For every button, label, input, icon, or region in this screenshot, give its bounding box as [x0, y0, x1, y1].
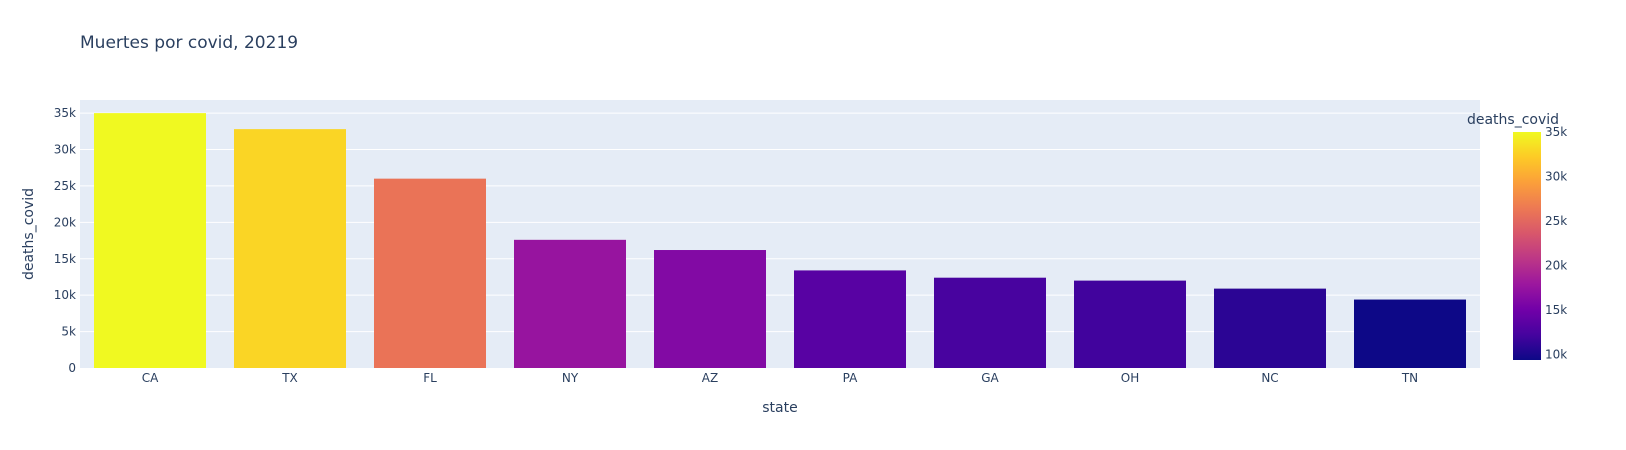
x-tick-label: TN — [1401, 371, 1418, 385]
bar-nc[interactable] — [1214, 288, 1326, 368]
y-tick-label: 0 — [68, 361, 76, 375]
bar-tx[interactable] — [234, 129, 346, 368]
colorbar-title: deaths_covid — [1467, 112, 1559, 128]
colorbar-tick-label: 20k — [1545, 259, 1567, 273]
y-tick-label: 10k — [54, 288, 76, 302]
colorbar-tick-label: 15k — [1545, 303, 1567, 317]
x-tick-label: CA — [142, 371, 159, 385]
x-tick-label: AZ — [702, 371, 718, 385]
bar-tn[interactable] — [1354, 299, 1466, 368]
bar-ga[interactable] — [934, 277, 1046, 368]
colorbar-tick-label: 25k — [1545, 214, 1567, 228]
y-axis-title: deaths_covid — [21, 188, 37, 280]
bar-fl[interactable] — [374, 178, 486, 368]
x-tick-label: FL — [423, 371, 437, 385]
bar-oh[interactable] — [1074, 280, 1186, 368]
x-axis-title: state — [762, 400, 797, 416]
x-tick-label: GA — [981, 371, 999, 385]
y-tick-label: 25k — [54, 179, 76, 193]
x-tick-label: OH — [1121, 371, 1139, 385]
chart-title: Muertes por covid, 20219 — [80, 33, 298, 53]
y-tick-label: 30k — [54, 143, 76, 157]
colorbar-tick-label: 35k — [1545, 125, 1567, 139]
colorbar-ticks: 10k 15k 20k 25k 30k 35k — [1545, 125, 1567, 362]
x-tick-label: PA — [843, 371, 858, 385]
x-tick-label: TX — [281, 371, 298, 385]
bar-ny[interactable] — [514, 239, 626, 368]
bar-ca[interactable] — [94, 113, 206, 368]
colorbar-tick-label: 10k — [1545, 348, 1567, 362]
y-tick-label: 20k — [54, 215, 76, 229]
colorbar-tick-label: 30k — [1545, 170, 1567, 184]
bar-az[interactable] — [654, 250, 766, 368]
y-tick-label: 15k — [54, 252, 76, 266]
y-axis-ticks: 0 5k 10k 15k 20k 25k 30k 35k — [54, 106, 76, 375]
y-tick-label: 35k — [54, 106, 76, 120]
bar-pa[interactable] — [794, 270, 906, 368]
x-tick-label: NY — [562, 371, 579, 385]
y-tick-label: 5k — [61, 325, 76, 339]
x-tick-label: NC — [1261, 371, 1278, 385]
x-axis-ticks: CA TX FL NY AZ PA GA OH NC TN — [142, 371, 1418, 385]
bars — [94, 113, 1466, 368]
colorbar — [1513, 132, 1541, 360]
